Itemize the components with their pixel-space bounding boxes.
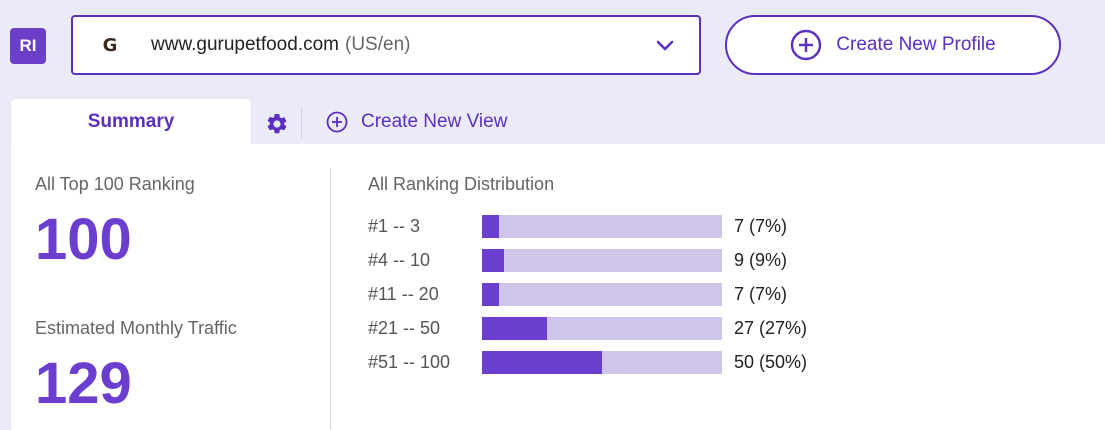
- distribution-row: #4 -- 10 9 (9%): [368, 249, 888, 273]
- distribution-bar-track: [482, 351, 722, 374]
- distribution-row: #21 -- 50 27 (27%): [368, 317, 888, 341]
- plus-circle-icon: [326, 111, 348, 133]
- monthly-traffic-value: 129: [35, 351, 132, 416]
- distribution-value: 50 (50%): [734, 352, 808, 372]
- distribution-bar-track: [482, 215, 722, 238]
- distribution-bar-fill: [482, 215, 499, 238]
- distribution-bar-track: [482, 283, 722, 306]
- distribution-bar-fill: [482, 317, 547, 340]
- distribution-value: 7 (7%): [734, 284, 788, 304]
- distribution-row: #51 -- 100 50 (50%): [368, 351, 888, 375]
- distribution-title: All Ranking Distribution: [368, 174, 555, 194]
- top100-ranking-label: All Top 100 Ranking: [35, 174, 195, 194]
- distribution-value: 27 (27%): [734, 318, 808, 338]
- distribution-bar-fill: [482, 351, 602, 374]
- summary-panel: All Top 100 Ranking 100 Estimated Monthl…: [11, 144, 1105, 430]
- create-profile-button[interactable]: Create New Profile: [725, 15, 1061, 75]
- domain-selector[interactable]: G www.gurupetfood.com (US/en): [71, 15, 701, 75]
- distribution-row: #11 -- 20 7 (7%): [368, 283, 888, 307]
- distribution-range: #21 -- 50: [368, 318, 441, 338]
- distribution-bar-fill: [482, 283, 499, 306]
- create-view-button[interactable]: Create New View: [326, 111, 507, 133]
- top100-ranking-value: 100: [35, 207, 132, 272]
- tab-summary[interactable]: Summary: [11, 99, 251, 145]
- distribution-range: #4 -- 10: [368, 250, 431, 270]
- monthly-traffic-label: Estimated Monthly Traffic: [35, 318, 237, 338]
- gear-icon[interactable]: [265, 112, 289, 136]
- distribution-range: #11 -- 20: [368, 284, 439, 304]
- distribution-bar-track: [482, 249, 722, 272]
- distribution-bar-track: [482, 317, 722, 340]
- domain-url: www.gurupetfood.com: [151, 34, 339, 55]
- plus-circle-icon: [791, 29, 822, 61]
- distribution-value: 7 (7%): [734, 216, 788, 236]
- create-view-label: Create New View: [361, 111, 508, 132]
- app-logo-badge: RI: [10, 28, 46, 64]
- chevron-down-icon[interactable]: [655, 35, 675, 55]
- tab-separator: [301, 108, 302, 138]
- distribution-row: #1 -- 3 7 (7%): [368, 215, 888, 239]
- create-profile-label: Create New Profile: [836, 34, 996, 55]
- panel-divider: [330, 168, 331, 430]
- site-favicon-icon: G: [97, 32, 123, 58]
- domain-locale: (US/en): [345, 34, 411, 55]
- distribution-value: 9 (9%): [734, 250, 788, 270]
- distribution-bar-fill: [482, 249, 504, 272]
- distribution-range: #1 -- 3: [368, 216, 421, 236]
- distribution-range: #51 -- 100: [368, 352, 451, 372]
